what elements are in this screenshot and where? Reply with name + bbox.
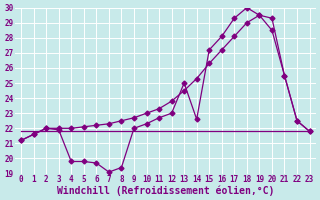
X-axis label: Windchill (Refroidissement éolien,°C): Windchill (Refroidissement éolien,°C)	[57, 185, 274, 196]
